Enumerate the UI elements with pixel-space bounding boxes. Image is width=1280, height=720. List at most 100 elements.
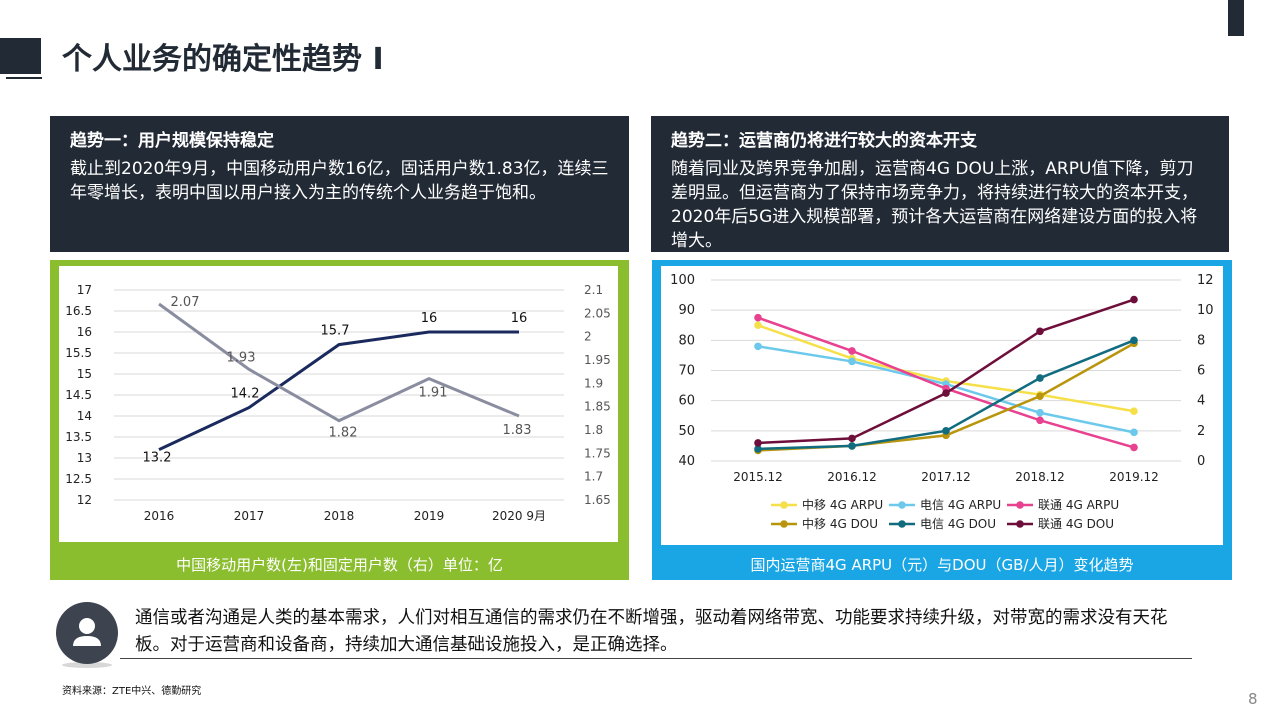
legend-swatch-marker — [898, 520, 906, 528]
data-point — [1130, 443, 1138, 452]
trend1-text: 截止到2020年9月，中国移动用户数16亿，固话用户数1.83亿，连续三年零增长… — [70, 159, 609, 203]
y-left-tick-label: 12.5 — [65, 472, 92, 486]
y-right-tick-label: 1.75 — [584, 446, 611, 460]
data-point — [1036, 408, 1044, 417]
trend2-title: 趋势二：运营商仍将进行较大的资本开支 — [671, 131, 977, 151]
y-right-tick-label: 2 — [1197, 424, 1205, 439]
data-point — [848, 442, 856, 450]
y-right-tick-label: 1.95 — [584, 353, 611, 367]
quote-underline — [120, 658, 1192, 659]
x-tick-label: 2020 9月 — [492, 509, 546, 523]
legend-swatch-marker — [780, 501, 788, 509]
chart1-frame: 12 12.5 13 13.5 14 14.5 15 15.5 16 16.5 17 1.65 1.7 1… — [50, 260, 629, 580]
y-right-tick-label: 2.1 — [584, 283, 603, 297]
chart2-caption: 国内运营商4G ARPU（元）与DOU（GB/人月）变化趋势 — [750, 556, 1134, 574]
title-accent-line — [6, 77, 42, 79]
trend1-title: 趋势一：用户规模保持稳定 — [70, 131, 274, 151]
trend2-text: 随着同业及跨界竞争加剧，运营商4G DOU上涨，ARPU值下降，剪刀差明显。但运… — [671, 159, 1198, 251]
y-left-tick-label: 90 — [678, 303, 695, 318]
legend-label: 联通 4G ARPU — [1038, 498, 1119, 512]
y-right-tick-label: 12 — [1197, 273, 1214, 288]
data-point — [1036, 327, 1044, 336]
y-right-tick-label: 1.85 — [584, 400, 611, 414]
x-tick-label: 2019 — [414, 509, 445, 523]
y-left-tick-label: 14 — [77, 409, 92, 423]
data-label: 16 — [511, 311, 528, 326]
data-point — [942, 389, 950, 397]
y-left-tick-label: 50 — [678, 424, 695, 439]
avatar-shadow — [62, 662, 112, 668]
data-point — [848, 347, 856, 355]
legend-swatch-marker — [1016, 520, 1024, 528]
y-left-tick-label: 12 — [77, 493, 92, 507]
y-left-tick-label: 16.5 — [65, 304, 92, 318]
y-right-tick-label: 4 — [1197, 394, 1205, 409]
y-right-tick-label: 2.05 — [584, 306, 611, 320]
x-tick-label: 2017.12 — [921, 470, 971, 484]
x-tick-label: 2017 — [234, 509, 265, 523]
person-icon — [56, 602, 118, 664]
y-right-tick-label: 1.65 — [584, 493, 611, 507]
x-tick-label: 2018.12 — [1015, 470, 1065, 484]
legend-label: 联通 4G DOU — [1038, 517, 1114, 531]
y-left-tick-label: 17 — [77, 283, 92, 297]
series-line — [158, 302, 520, 423]
y-right-tick-label: 2 — [584, 330, 592, 344]
data-point — [1036, 392, 1044, 400]
y-left-tick-label: 70 — [678, 364, 695, 379]
legend-label: 电信 4G DOU — [920, 517, 996, 531]
y-left-tick-label: 16 — [77, 325, 92, 339]
y-right-tick-label: 8 — [1197, 333, 1205, 348]
legend-swatch-marker — [898, 501, 906, 509]
y-left-tick-label: 13 — [77, 451, 92, 465]
y-left-tick-label: 13.5 — [65, 430, 92, 444]
data-point — [754, 321, 762, 330]
y-right-tick-label: 1.8 — [584, 423, 603, 437]
data-label: 16 — [421, 311, 438, 326]
page-title: 个人业务的确定性趋势 I — [62, 42, 384, 77]
data-point — [754, 342, 762, 351]
data-label: 1.93 — [227, 350, 256, 365]
data-point — [1130, 428, 1138, 437]
data-point — [754, 445, 762, 453]
data-point — [1036, 374, 1044, 382]
data-point — [754, 439, 762, 447]
data-point — [1130, 295, 1138, 304]
chart2-svg: 40 50 60 70 80 90 100 0 2 4 6 8 10 12 2015.12 2016.12 20… — [670, 273, 1214, 531]
data-point — [942, 427, 950, 435]
y-left-tick-label: 100 — [670, 273, 695, 288]
data-label: 14.2 — [231, 387, 260, 402]
data-label: 1.83 — [503, 423, 532, 438]
corner-decoration — [1228, 0, 1244, 36]
data-label: 2.07 — [171, 295, 200, 310]
y-right-tick-label: 6 — [1197, 364, 1205, 379]
x-tick-label: 2016.12 — [827, 470, 877, 484]
legend-label: 中移 4G ARPU — [802, 497, 883, 512]
trend2-box: 趋势二：运营商仍将进行较大的资本开支 随着同业及跨界竞争加剧，运营商4G DOU… — [651, 116, 1229, 252]
data-point — [1036, 416, 1044, 425]
y-left-tick-label: 40 — [678, 454, 695, 469]
data-label: 13.2 — [143, 451, 172, 466]
trend1-box: 趋势一：用户规模保持稳定 截止到2020年9月，中国移动用户数16亿，固话用户数… — [50, 116, 629, 252]
chart1-svg: 12 12.5 13 13.5 14 14.5 15 15.5 16 16.5 17 1.65 1.7 1… — [65, 283, 611, 523]
source-note: 资料来源：ZTE中兴、德勤研究 — [62, 686, 202, 697]
chart1-caption: 中国移动用户数(左)和固定用户数（右）单位：亿 — [176, 556, 503, 574]
data-point — [754, 313, 762, 322]
y-left-tick-label: 14.5 — [65, 388, 92, 402]
chart2-frame: 40 50 60 70 80 90 100 0 2 4 6 8 10 12 2015.12 2016.12 20… — [652, 260, 1232, 580]
x-tick-label: 2016 — [144, 509, 175, 523]
data-point — [848, 434, 856, 443]
quote-text: 通信或者沟通是人类的基本需求，人们对相互通信的需求仍在不断增强，驱动着网络带宽、… — [135, 608, 1168, 655]
legend-swatch-marker — [780, 520, 788, 528]
data-point — [848, 357, 856, 366]
page-number: 8 — [1248, 690, 1258, 708]
y-right-tick-label: 10 — [1197, 303, 1214, 318]
x-tick-label: 2019.12 — [1109, 470, 1159, 484]
y-right-tick-label: 0 — [1197, 454, 1205, 469]
data-point — [1130, 336, 1138, 345]
title-accent-block — [0, 38, 41, 74]
y-left-tick-label: 80 — [678, 333, 695, 348]
legend-label: 电信 4G ARPU — [920, 498, 1001, 512]
data-label: 1.91 — [419, 386, 448, 401]
y-right-tick-label: 1.7 — [584, 470, 603, 484]
